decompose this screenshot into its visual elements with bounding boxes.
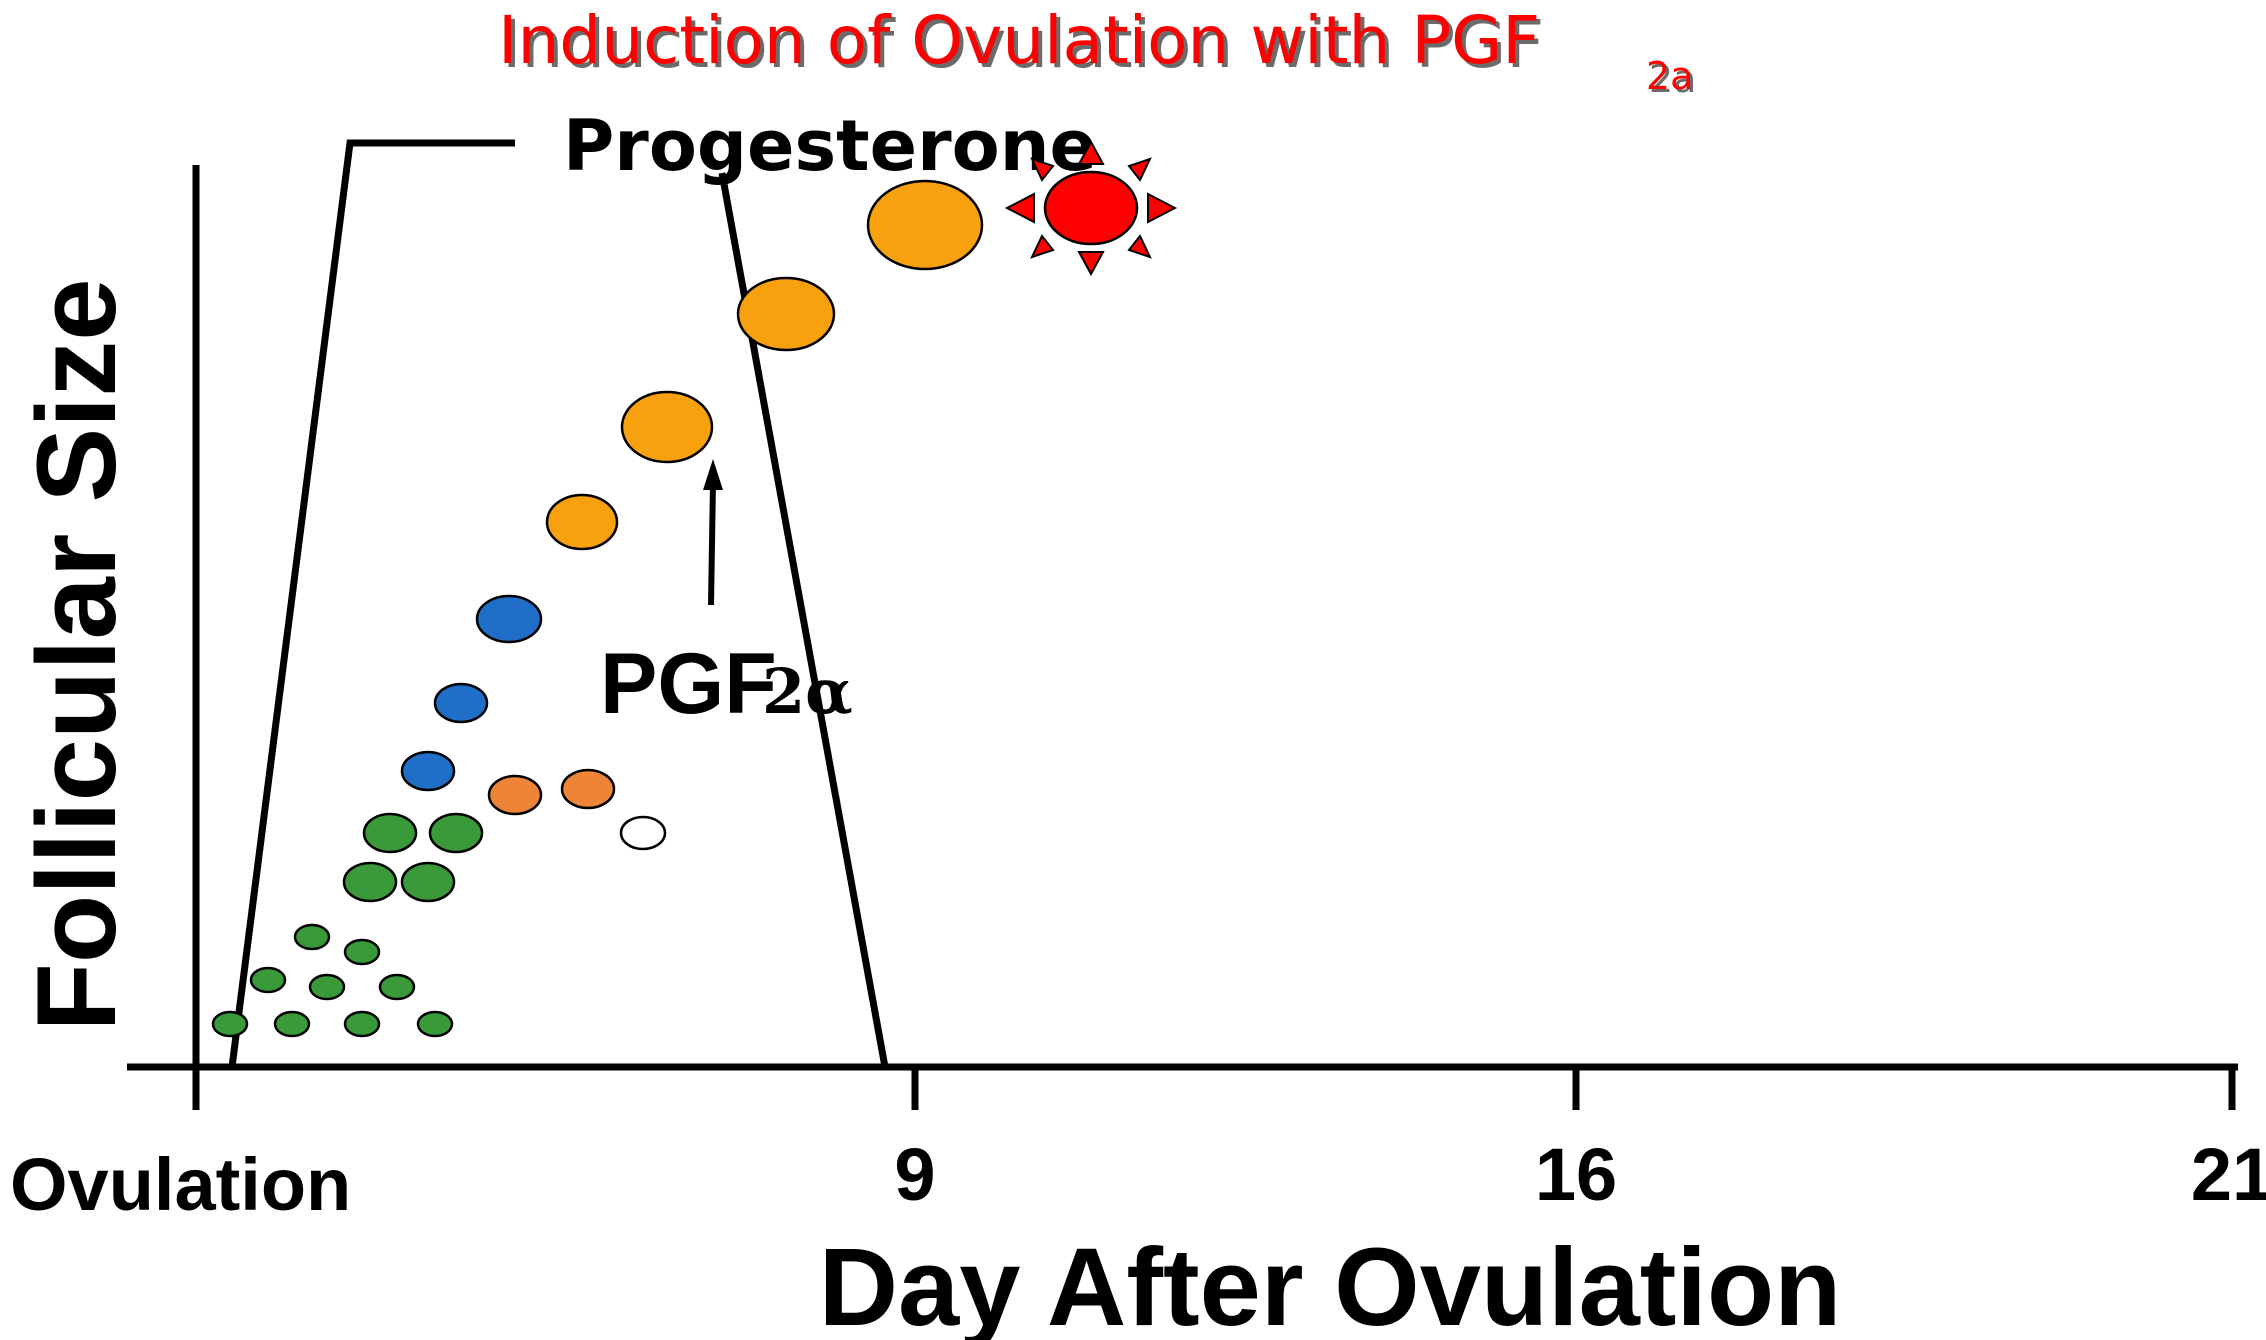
follicle-orange — [620, 390, 714, 464]
follicle-orange — [545, 493, 619, 551]
follicle-green — [400, 861, 456, 903]
follicle-green — [249, 966, 287, 994]
follicle-green — [343, 938, 381, 966]
follicle-green — [416, 1010, 454, 1038]
sunburst-ray — [1004, 192, 1035, 224]
title-subscript: 2a — [1646, 54, 1693, 98]
pgf-subscript: 2α — [762, 655, 853, 728]
follicle-green — [293, 923, 331, 951]
title-subscript-shadow: 2a — [1649, 57, 1696, 101]
follicle-dominant-orange — [866, 179, 984, 271]
x-axis-label: Day After Ovulation — [819, 1226, 1842, 1340]
ovulating-follicle — [1043, 170, 1139, 246]
x-tick-label-16: 16 — [1535, 1133, 1617, 1216]
sunburst-ray — [1127, 234, 1152, 259]
follicles — [211, 179, 984, 1038]
sunburst-rays — [1004, 139, 1178, 277]
follicle-orange — [736, 276, 836, 352]
progesterone-profile-line — [228, 139, 515, 1068]
follicle-green — [378, 973, 416, 1001]
title-shadow: Induction of Ovulation with PGF — [502, 6, 1544, 83]
follicle-green — [273, 1010, 311, 1038]
follicle-dark-orange — [487, 774, 543, 816]
follicle-green — [211, 1010, 249, 1038]
up-arrow-icon — [703, 459, 723, 606]
follicle-blue — [400, 750, 456, 792]
x-tick-label-21: 21 — [2191, 1133, 2266, 1216]
diagram-title: Induction of Ovulation with PGF Inductio… — [498, 2, 1696, 101]
sunburst-ray — [1030, 157, 1055, 182]
follicle-green — [308, 973, 346, 1001]
follicle-blue — [433, 682, 489, 724]
follicle-atretic-white — [619, 815, 667, 851]
pgf-label-group: PGF 2α — [600, 636, 853, 732]
sunburst-ray — [1077, 251, 1105, 277]
follicle-green — [428, 812, 484, 854]
sunburst-ray — [1030, 234, 1055, 259]
pgf-label: PGF — [600, 636, 777, 732]
sunburst-ray — [1127, 157, 1152, 182]
red-sunburst-ovulation-icon — [1004, 139, 1178, 277]
follicle-green — [343, 1010, 381, 1038]
progesterone-label: Progesterone — [563, 105, 1097, 187]
follicle-blue — [475, 594, 543, 644]
y-axis-label: Follicular Size — [14, 278, 139, 1031]
x-tick-label-ovulation: Ovulation — [10, 1143, 351, 1226]
follicle-green — [362, 812, 418, 854]
follicle-dark-orange — [560, 768, 616, 810]
title-text: Induction of Ovulation with PGF — [498, 2, 1540, 79]
follicle-green — [342, 861, 398, 903]
sunburst-ray — [1147, 192, 1178, 224]
sunburst-ray — [1077, 139, 1105, 165]
x-tick-label-9: 9 — [894, 1133, 935, 1216]
